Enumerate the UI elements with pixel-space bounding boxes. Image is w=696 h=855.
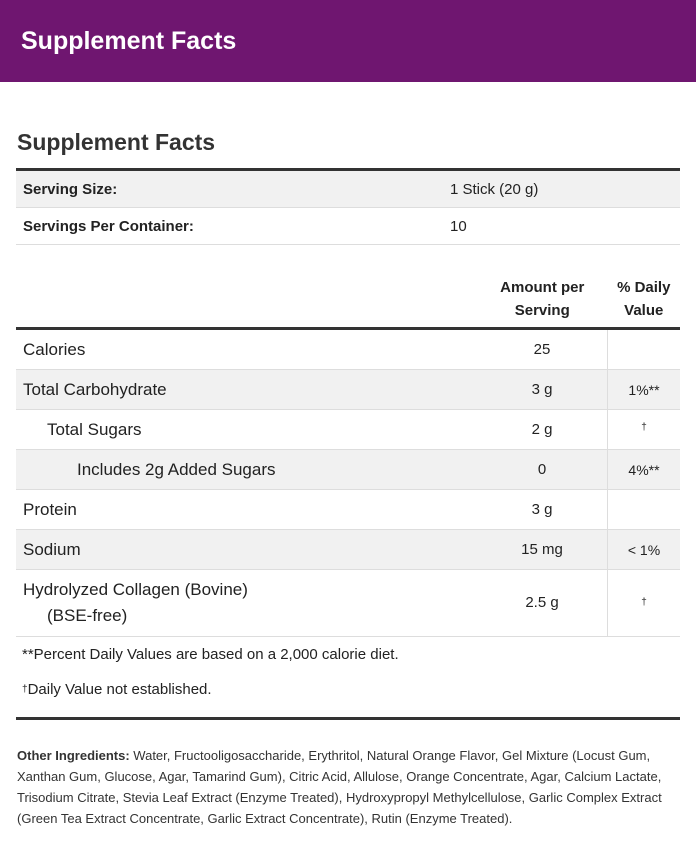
table-row: Includes 2g Added Sugars 0 4%** (16, 449, 680, 490)
other-ingredients-label: Other Ingredients: (17, 748, 130, 763)
table-row: Sodium 15 mg < 1% (16, 529, 680, 570)
nutrient-name: Hydrolyzed Collagen (Bovine) (BSE-free) (16, 569, 477, 637)
amount-header-label: Amount per Serving (500, 279, 585, 319)
table-row: Hydrolyzed Collagen (Bovine) (BSE-free) … (16, 569, 680, 637)
servings-per-container-value: 10 (443, 207, 680, 245)
nutrient-name: Sodium (16, 529, 477, 570)
daily-value-note: † Daily Value not established. (16, 672, 680, 707)
nutrient-dv (607, 489, 680, 530)
nutrient-dv (607, 328, 680, 370)
servings-per-container-label: Servings Per Container: (16, 207, 443, 245)
nutrient-amount: 15 mg (477, 529, 608, 570)
nutrient-name: Total Carbohydrate (16, 369, 477, 410)
nutrient-amount: 0 (477, 449, 608, 490)
nutrition-header-row: Amount per Serving % Daily Value (16, 271, 680, 330)
other-ingredients-text: Water, Fructooligosaccharide, Erythritol… (17, 748, 662, 826)
table-row: Total Carbohydrate 3 g 1%** (16, 369, 680, 410)
table-row: Protein 3 g (16, 489, 680, 530)
nutrient-dv: 1%** (607, 369, 680, 410)
serving-size-value: 1 Stick (20 g) (443, 169, 680, 208)
nutrient-name: Protein (16, 489, 477, 530)
nutrient-dv: † (607, 409, 680, 450)
nutrient-name: Calories (16, 328, 477, 370)
serving-info-table: Serving Size: 1 Stick (20 g) Servings Pe… (16, 168, 680, 245)
nutrition-table: Amount per Serving % Daily Value Calorie… (16, 271, 680, 637)
header-banner: Supplement Facts (0, 0, 696, 82)
nutrient-dv: † (607, 569, 680, 637)
percent-dv-note: **Percent Daily Values are based on a 2,… (22, 646, 399, 663)
servings-per-container-row: Servings Per Container: 10 (16, 207, 680, 245)
serving-size-row: Serving Size: 1 Stick (20 g) (16, 169, 680, 208)
nutrient-amount: 25 (477, 328, 608, 370)
dagger-symbol: † (22, 684, 28, 695)
table-row: Calories 25 (16, 328, 680, 370)
footnotes: **Percent Daily Values are based on a 2,… (16, 637, 680, 720)
nutrient-dv: < 1% (607, 529, 680, 570)
nutrient-amount: 3 g (477, 489, 608, 530)
dagger-symbol: † (641, 597, 647, 608)
nutrient-header (16, 271, 477, 330)
nutrient-name: Includes 2g Added Sugars (16, 449, 477, 490)
nutrient-amount: 2 g (477, 409, 608, 450)
nutrient-name: Total Sugars (16, 409, 477, 450)
nutrient-name-line2: (BSE-free) (47, 606, 128, 625)
daily-value-note-text: Daily Value not established. (27, 681, 212, 698)
amount-header: Amount per Serving (477, 271, 608, 330)
table-row: Total Sugars 2 g † (16, 409, 680, 450)
dv-header: % Daily Value (607, 271, 680, 330)
nutrient-name-line1: Hydrolyzed Collagen (Bovine) (23, 580, 248, 599)
other-ingredients: Other Ingredients: Water, Fructooligosac… (17, 745, 680, 829)
banner-title: Supplement Facts (21, 26, 237, 55)
serving-size-label: Serving Size: (16, 169, 443, 208)
section-title: Supplement Facts (17, 129, 216, 155)
nutrient-amount: 2.5 g (477, 569, 608, 637)
dagger-symbol: † (641, 421, 647, 433)
nutrient-amount: 3 g (477, 369, 608, 410)
nutrient-dv: 4%** (607, 449, 680, 490)
